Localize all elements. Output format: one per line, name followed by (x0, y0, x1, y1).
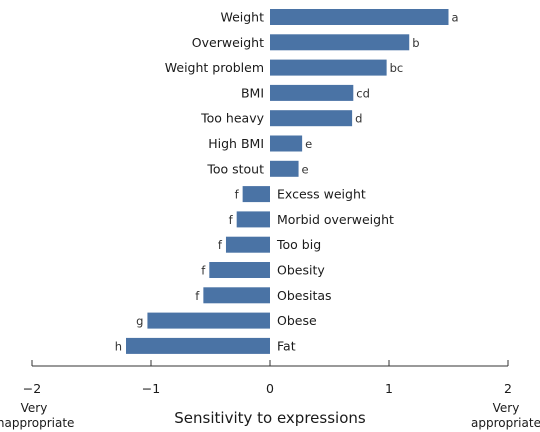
significance-letter-overweight: b (412, 36, 419, 50)
significance-letter-excess-weight: f (235, 188, 240, 202)
bar-obesitas (203, 287, 270, 304)
category-label-weight: Weight (220, 10, 264, 25)
x-tick-label: −2 (23, 381, 41, 396)
bar-overweight (270, 34, 410, 51)
x-tick-label: −1 (142, 381, 160, 396)
significance-letter-weight: a (452, 11, 459, 25)
x-tick-label: 1 (385, 381, 393, 396)
bar-too-stout (270, 160, 299, 177)
category-label-bmi: BMI (241, 85, 264, 100)
category-label-obese: Obese (277, 313, 317, 328)
significance-letter-high-bmi: e (305, 137, 312, 151)
significance-letter-weight-problem: bc (390, 61, 404, 75)
significance-letter-too-big: f (218, 238, 223, 252)
category-label-weight-problem: Weight problem (165, 60, 264, 75)
bar-fat (126, 337, 270, 354)
bar-weight-problem (270, 59, 387, 76)
x-ticks-layer: −2 −1 0 1 2 (23, 360, 512, 396)
bar-weight (270, 9, 449, 25)
bar-obesity (209, 262, 270, 278)
category-label-morbid-overweight: Morbid overweight (277, 212, 394, 227)
significance-letter-too-stout: e (302, 162, 309, 176)
bar-excess-weight (242, 186, 270, 203)
category-label-too-big: Too big (276, 237, 321, 252)
left-end-label-line1: Very (21, 401, 48, 415)
category-label-obesitas: Obesitas (277, 288, 332, 303)
category-label-obesity: Obesity (277, 263, 325, 278)
significance-letter-too-heavy: d (355, 112, 362, 126)
bars-layer (126, 9, 449, 354)
right-end-label-line2: appropriate (471, 416, 540, 430)
left-end-label-line2: inappropriate (0, 416, 74, 430)
category-label-too-stout: Too stout (206, 161, 264, 176)
right-end-label-line1: Very (493, 401, 520, 415)
bar-too-big (225, 236, 270, 253)
bar-obese (147, 312, 270, 329)
category-label-fat: Fat (277, 338, 296, 353)
category-label-high-bmi: High BMI (208, 136, 264, 151)
bar-bmi (270, 84, 354, 101)
category-labels-layer: Weight Overweight Weight problem BMI Too hea… (165, 10, 394, 354)
bar-morbid-overweight (236, 211, 270, 228)
category-label-too-heavy: Too heavy (200, 111, 264, 126)
bar-too-heavy (270, 110, 353, 127)
x-tick-label: 2 (504, 381, 512, 396)
significance-letter-obese: g (136, 314, 143, 328)
significance-letter-obesitas: f (195, 289, 200, 303)
significance-letter-obesity: f (201, 264, 206, 278)
x-tick-label: 0 (266, 381, 274, 396)
category-label-excess-weight: Excess weight (277, 187, 366, 202)
significance-letter-fat: h (115, 339, 122, 353)
significance-letter-bmi: cd (356, 86, 370, 100)
x-axis-title: Sensitivity to expressions (174, 409, 366, 427)
category-label-overweight: Overweight (192, 35, 264, 50)
bar-high-bmi (270, 135, 303, 152)
significance-letter-morbid-overweight: f (229, 213, 234, 227)
